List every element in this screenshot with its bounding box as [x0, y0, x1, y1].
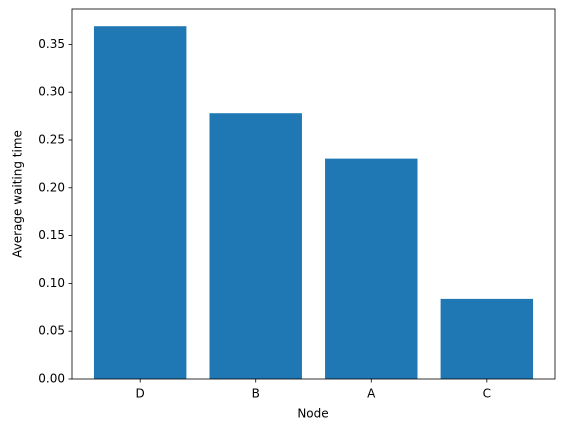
plot-frame: [71, 8, 556, 380]
y-tick-label: 0.00: [38, 372, 65, 386]
y-tick-label: 0.30: [38, 85, 65, 99]
bar: [440, 298, 534, 379]
y-tick-label: 0.10: [38, 276, 65, 290]
x-tick-label: B: [252, 387, 260, 401]
x-tick-label: A: [367, 387, 376, 401]
bar: [325, 158, 418, 379]
y-tick-label: 0.20: [38, 180, 65, 194]
x-tick-label: D: [136, 387, 145, 401]
y-tick-label: 0.15: [38, 228, 65, 242]
x-axis-label: Node: [297, 407, 328, 421]
y-tick-label: 0.05: [38, 324, 65, 338]
y-tick-label: 0.25: [38, 132, 65, 146]
bar: [93, 26, 187, 380]
bar: [209, 113, 302, 379]
y-tick-label: 0.35: [38, 37, 65, 51]
y-axis-label: Average waiting time: [11, 130, 25, 258]
x-tick-label: C: [483, 387, 491, 401]
